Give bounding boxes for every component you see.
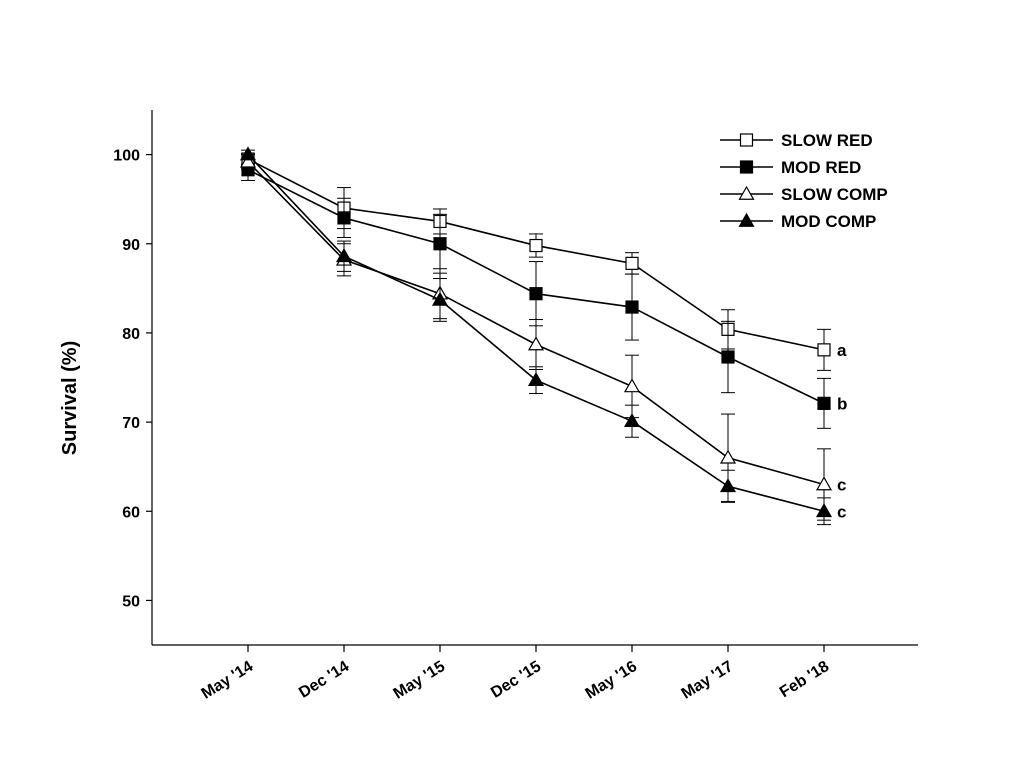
legend-entry: SLOW COMP bbox=[720, 185, 888, 204]
x-tick-label: May '14 bbox=[199, 658, 257, 703]
significance-label: c bbox=[837, 476, 846, 495]
legend-marker bbox=[738, 185, 755, 200]
legend-label: MOD RED bbox=[781, 158, 861, 177]
data-point bbox=[719, 478, 737, 493]
significance-label: a bbox=[837, 341, 847, 360]
data-point bbox=[817, 343, 831, 357]
y-tick-label: 70 bbox=[122, 415, 140, 432]
data-point bbox=[815, 476, 833, 491]
legend-label: SLOW COMP bbox=[781, 185, 888, 204]
data-point bbox=[431, 291, 449, 306]
legend-entry: MOD COMP bbox=[720, 212, 876, 231]
y-tick-label: 80 bbox=[122, 326, 140, 343]
y-tick-label: 50 bbox=[122, 593, 140, 610]
legend-entry: MOD RED bbox=[720, 158, 861, 177]
x-tick-label: Dec '15 bbox=[488, 658, 544, 702]
data-point bbox=[239, 146, 257, 161]
legend-marker bbox=[739, 133, 754, 147]
series-mod-red: b bbox=[241, 158, 847, 429]
data-point bbox=[623, 378, 641, 393]
y-tick-label: 90 bbox=[122, 237, 140, 254]
data-point bbox=[529, 238, 543, 253]
y-axis-label: Survival (%) bbox=[59, 341, 81, 455]
legend-entry: SLOW RED bbox=[720, 131, 873, 150]
x-tick-label: Feb '18 bbox=[777, 658, 832, 701]
data-point bbox=[721, 350, 735, 364]
legend-label: MOD COMP bbox=[781, 212, 876, 231]
x-tick-label: May '17 bbox=[679, 658, 737, 703]
y-tick-label: 100 bbox=[113, 148, 140, 165]
data-point bbox=[527, 371, 545, 387]
x-tick-label: May '16 bbox=[583, 658, 641, 703]
series-layer: a b cc bbox=[239, 146, 847, 526]
data-point bbox=[239, 153, 257, 168]
series-slow-red: a bbox=[241, 152, 847, 371]
data-point bbox=[817, 396, 831, 410]
data-point bbox=[625, 256, 639, 270]
legend-label: SLOW RED bbox=[781, 131, 873, 150]
data-point bbox=[337, 211, 351, 225]
data-point bbox=[433, 237, 447, 251]
legend-marker bbox=[738, 212, 755, 227]
legend: SLOW RED MOD RED SLOW COMP MOD COMP bbox=[720, 131, 888, 231]
data-point bbox=[529, 287, 543, 301]
data-point bbox=[623, 412, 641, 428]
significance-label: c bbox=[837, 502, 846, 521]
data-point bbox=[719, 449, 737, 464]
y-tick-label: 60 bbox=[122, 504, 140, 521]
data-point bbox=[815, 503, 833, 518]
series-slow-comp: c bbox=[239, 153, 846, 521]
x-tick-label: Dec '14 bbox=[296, 658, 352, 702]
series-mod-comp: c bbox=[239, 146, 846, 526]
data-point bbox=[625, 300, 639, 314]
data-point bbox=[527, 336, 545, 351]
legend-marker bbox=[739, 160, 754, 174]
x-tick-label: May '15 bbox=[391, 658, 449, 703]
significance-label: b bbox=[837, 394, 847, 413]
data-point bbox=[335, 248, 353, 263]
